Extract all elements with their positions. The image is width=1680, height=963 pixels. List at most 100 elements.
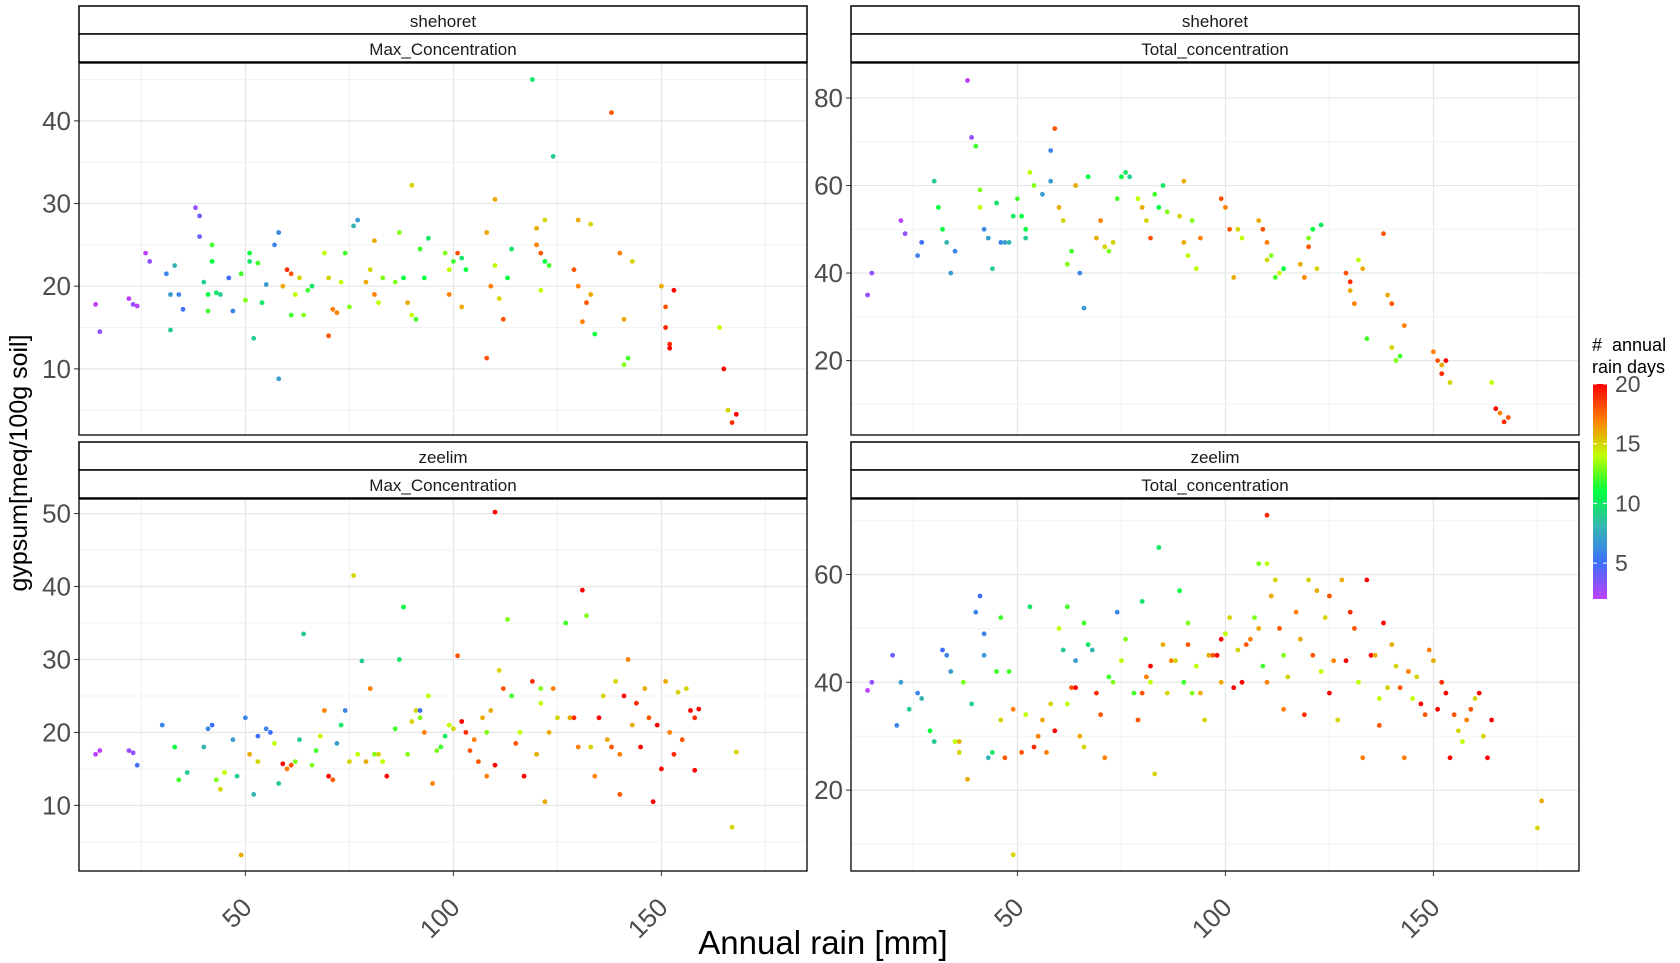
data-point xyxy=(555,715,560,721)
data-point xyxy=(338,722,344,728)
data-point xyxy=(902,231,908,237)
data-point xyxy=(1310,226,1316,232)
data-point xyxy=(1376,696,1382,701)
data-point xyxy=(288,762,294,768)
data-point xyxy=(538,250,544,256)
data-point xyxy=(147,259,153,264)
data-point xyxy=(367,267,373,273)
panel-border xyxy=(78,62,808,436)
data-point xyxy=(1439,679,1445,685)
data-point xyxy=(550,154,556,159)
data-point xyxy=(355,217,361,223)
data-point xyxy=(944,652,950,658)
data-point xyxy=(392,279,398,285)
panel-border xyxy=(850,498,1580,872)
data-point xyxy=(952,739,958,744)
data-point xyxy=(1277,626,1282,631)
data-point xyxy=(1260,226,1266,232)
data-point xyxy=(981,226,987,232)
data-point xyxy=(243,297,248,303)
data-point xyxy=(1069,248,1074,254)
data-point xyxy=(93,302,98,307)
data-point xyxy=(1439,362,1445,368)
data-point xyxy=(451,726,456,732)
data-point xyxy=(222,770,228,775)
data-point xyxy=(292,759,298,764)
data-point xyxy=(1385,292,1390,298)
data-point xyxy=(509,246,514,252)
data-point xyxy=(1177,213,1182,219)
data-point xyxy=(255,260,261,266)
data-point xyxy=(667,730,673,735)
data-point xyxy=(213,290,219,296)
y-tick-label: 60 xyxy=(814,171,843,201)
data-point xyxy=(372,751,377,757)
data-point xyxy=(1019,750,1024,755)
data-point xyxy=(513,741,519,746)
data-point xyxy=(1293,609,1299,615)
data-point xyxy=(952,248,958,254)
data-point xyxy=(367,686,373,691)
x-tick-label: 150 xyxy=(622,892,674,944)
data-point xyxy=(1064,701,1070,707)
data-point xyxy=(998,240,1004,245)
data-point xyxy=(1027,170,1033,175)
data-point xyxy=(650,799,656,805)
data-point xyxy=(209,259,215,264)
x-tick-label: 50 xyxy=(216,892,258,934)
data-point xyxy=(1501,419,1507,425)
data-point xyxy=(1393,358,1399,363)
data-point xyxy=(1010,213,1016,219)
data-point xyxy=(459,719,465,724)
data-point xyxy=(301,312,306,318)
data-point xyxy=(1297,261,1303,267)
data-point xyxy=(663,325,668,330)
data-point xyxy=(1110,679,1116,685)
data-point xyxy=(915,253,920,258)
data-point xyxy=(625,355,631,361)
y-tick-label: 60 xyxy=(814,559,843,589)
data-point xyxy=(347,304,352,310)
data-point xyxy=(392,726,398,732)
grid-lines xyxy=(79,499,807,871)
data-point xyxy=(97,748,103,753)
data-point xyxy=(143,250,149,256)
legend-tick-label: 10 xyxy=(1615,490,1641,516)
data-point xyxy=(301,631,306,637)
data-point xyxy=(663,304,668,310)
data-point xyxy=(476,759,481,764)
data-point xyxy=(1060,647,1066,653)
x-tick-label: 100 xyxy=(414,892,466,944)
data-point xyxy=(421,275,427,281)
data-point xyxy=(1223,631,1228,637)
data-point xyxy=(1148,679,1153,685)
data-point xyxy=(305,287,311,293)
data-point xyxy=(197,234,203,240)
data-point xyxy=(455,250,460,256)
data-point xyxy=(1094,690,1099,696)
data-point xyxy=(865,292,870,298)
data-point xyxy=(417,246,423,252)
data-point xyxy=(480,715,485,721)
data-point xyxy=(288,312,294,318)
data-point xyxy=(205,726,211,732)
data-point xyxy=(998,615,1004,620)
data-point xyxy=(1252,615,1257,620)
data-point xyxy=(1214,652,1220,658)
data-point xyxy=(1264,679,1270,685)
data-point xyxy=(1343,658,1349,664)
data-point xyxy=(1160,642,1166,647)
data-point xyxy=(1052,126,1058,131)
data-point xyxy=(342,708,348,713)
data-point xyxy=(646,715,652,721)
data-point xyxy=(990,266,995,272)
data-point xyxy=(890,652,895,658)
data-point xyxy=(172,744,178,750)
data-point xyxy=(405,300,410,306)
data-point xyxy=(588,744,594,750)
data-point xyxy=(638,744,643,750)
data-point xyxy=(1064,261,1070,267)
data-point xyxy=(1006,240,1012,245)
data-point xyxy=(1119,658,1124,664)
data-point xyxy=(538,686,544,691)
